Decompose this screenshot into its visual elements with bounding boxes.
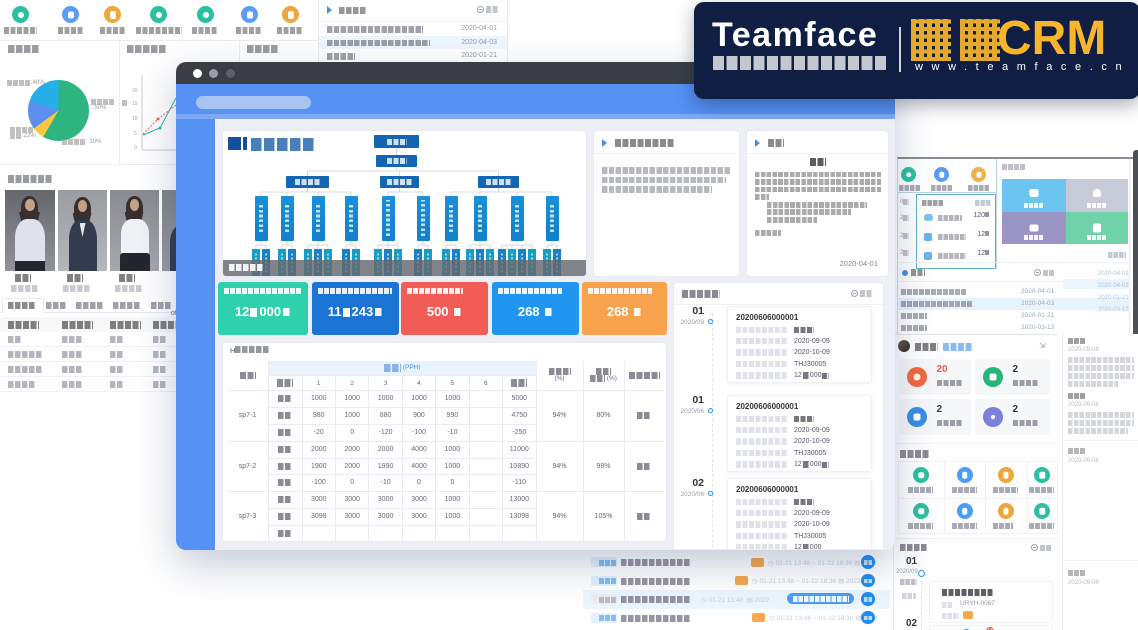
- svg-text:5: 5: [134, 131, 137, 137]
- svg-text:15: 15: [132, 101, 138, 107]
- svg-text:0: 0: [134, 145, 137, 151]
- svg-text:20: 20: [132, 88, 138, 94]
- svg-text:10: 10: [132, 116, 138, 122]
